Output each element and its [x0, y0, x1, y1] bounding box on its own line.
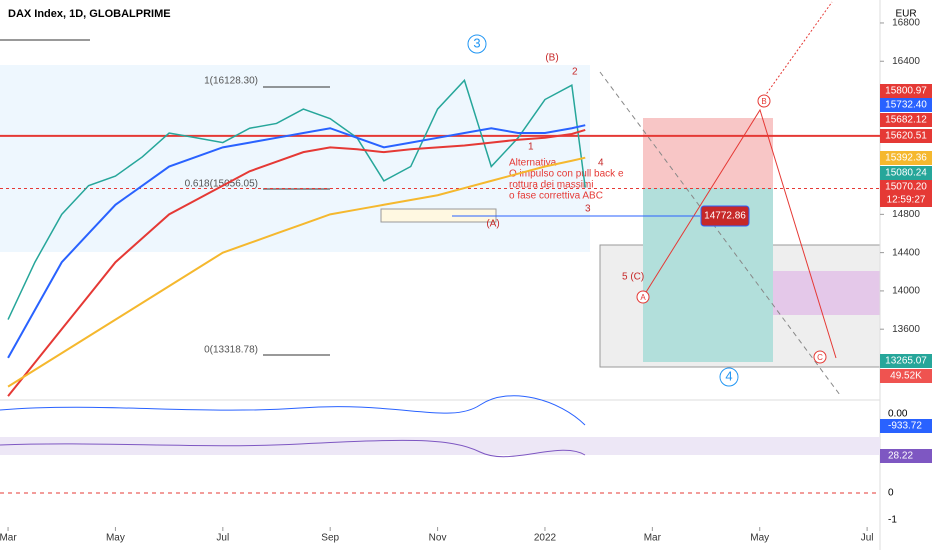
price-badge-label: 12:59:27	[887, 195, 926, 206]
wave-label: (B)	[545, 53, 558, 64]
wave-circle	[813, 350, 827, 364]
fib-zone	[0, 65, 590, 252]
price-badge-label: 15732.40	[885, 100, 927, 111]
y-tick-label: 14800	[892, 209, 920, 220]
price-badge	[880, 369, 932, 383]
osc-label: -933.72	[888, 421, 922, 432]
price-badge-label: 15800.97	[885, 86, 927, 97]
price-badge	[880, 129, 932, 143]
wave-label: 2	[572, 67, 578, 78]
y-tick-label: 14000	[892, 286, 920, 297]
note: O impulso con pull back e	[509, 169, 624, 180]
wave-circle	[757, 94, 771, 108]
pane-tick: -1	[888, 515, 897, 526]
wave-circle	[467, 34, 487, 54]
fib-label: 0(13318.78)	[204, 345, 258, 356]
chart-title: DAX Index, 1D, GLOBALPRIME	[8, 8, 171, 20]
price-badge	[880, 193, 932, 207]
x-tick-label: Jul	[861, 533, 874, 544]
wave-label: 3	[473, 35, 480, 50]
price-badge-label: 15070.20	[885, 182, 927, 193]
abc-arrows	[642, 108, 837, 359]
x-tick-label: Nov	[429, 533, 447, 544]
wave-label: 4	[725, 368, 732, 383]
series-line	[7, 128, 586, 397]
y-tick-label: 13600	[892, 324, 920, 335]
wave-label: A	[640, 293, 646, 302]
y-tick-label: 16800	[892, 18, 920, 29]
wave-label: 1	[528, 142, 534, 153]
price-badge-label: 15682.12	[885, 115, 927, 126]
x-tick-label: May	[106, 533, 125, 544]
wave-label: C	[817, 353, 823, 362]
series-line	[7, 156, 586, 388]
y-tick-label: 14400	[892, 247, 920, 258]
osc-badge	[880, 419, 932, 433]
rsi	[0, 439, 586, 458]
x-tick-label: Mar	[0, 533, 17, 544]
wave-circle	[636, 290, 650, 304]
wave-label: B	[761, 97, 766, 106]
dotted-arrow	[761, 1, 833, 101]
wave-label: 5 (C)	[622, 272, 644, 283]
rsi-badge	[880, 449, 932, 463]
rsi-label: 28.22	[888, 451, 913, 462]
price-badge	[880, 166, 932, 180]
price-badge-label: 15392.36	[885, 153, 927, 164]
fib-label: 0.618(15056.05)	[185, 179, 258, 190]
osc-label: 0.00	[888, 409, 908, 420]
price-badge	[880, 113, 932, 127]
pane-tick: 0	[888, 488, 894, 499]
fib-label: 1(16128.30)	[204, 76, 258, 87]
stop-zone	[643, 118, 773, 188]
note: o fase correttiva ABC	[509, 191, 603, 202]
wave-label: 4	[598, 158, 604, 169]
x-tick-label: May	[750, 533, 769, 544]
wave-label: (A)	[486, 219, 499, 230]
oscillator	[0, 395, 586, 426]
price-badge	[880, 151, 932, 165]
x-tick-label: Mar	[644, 533, 662, 544]
series-line	[7, 124, 586, 359]
x-tick-label: 2022	[534, 533, 557, 544]
x-tick-label: Sep	[321, 533, 339, 544]
trend-line	[599, 71, 841, 396]
x-tick-label: Jul	[216, 533, 229, 544]
price-badge-label: 13265.07	[885, 356, 927, 367]
price-badge	[880, 354, 932, 368]
target-label: 14772.86	[704, 211, 746, 222]
rsi-band	[0, 437, 880, 455]
wave-circle	[719, 367, 739, 387]
note: rottura dei massimi	[509, 180, 593, 191]
y-tick-label: 16400	[892, 56, 920, 67]
price-badge	[880, 98, 932, 112]
currency: EUR	[895, 9, 916, 20]
series-line	[7, 78, 586, 320]
price-badge	[880, 180, 932, 194]
price-badge-label: 49.52K	[890, 371, 922, 382]
price-badge	[880, 84, 932, 98]
target-box	[700, 205, 750, 227]
note: Alternativa	[509, 158, 557, 169]
price-badge-label: 15620.51	[885, 131, 927, 142]
wave-label: 3	[585, 204, 591, 215]
price-badge-label: 15080.24	[885, 168, 927, 179]
